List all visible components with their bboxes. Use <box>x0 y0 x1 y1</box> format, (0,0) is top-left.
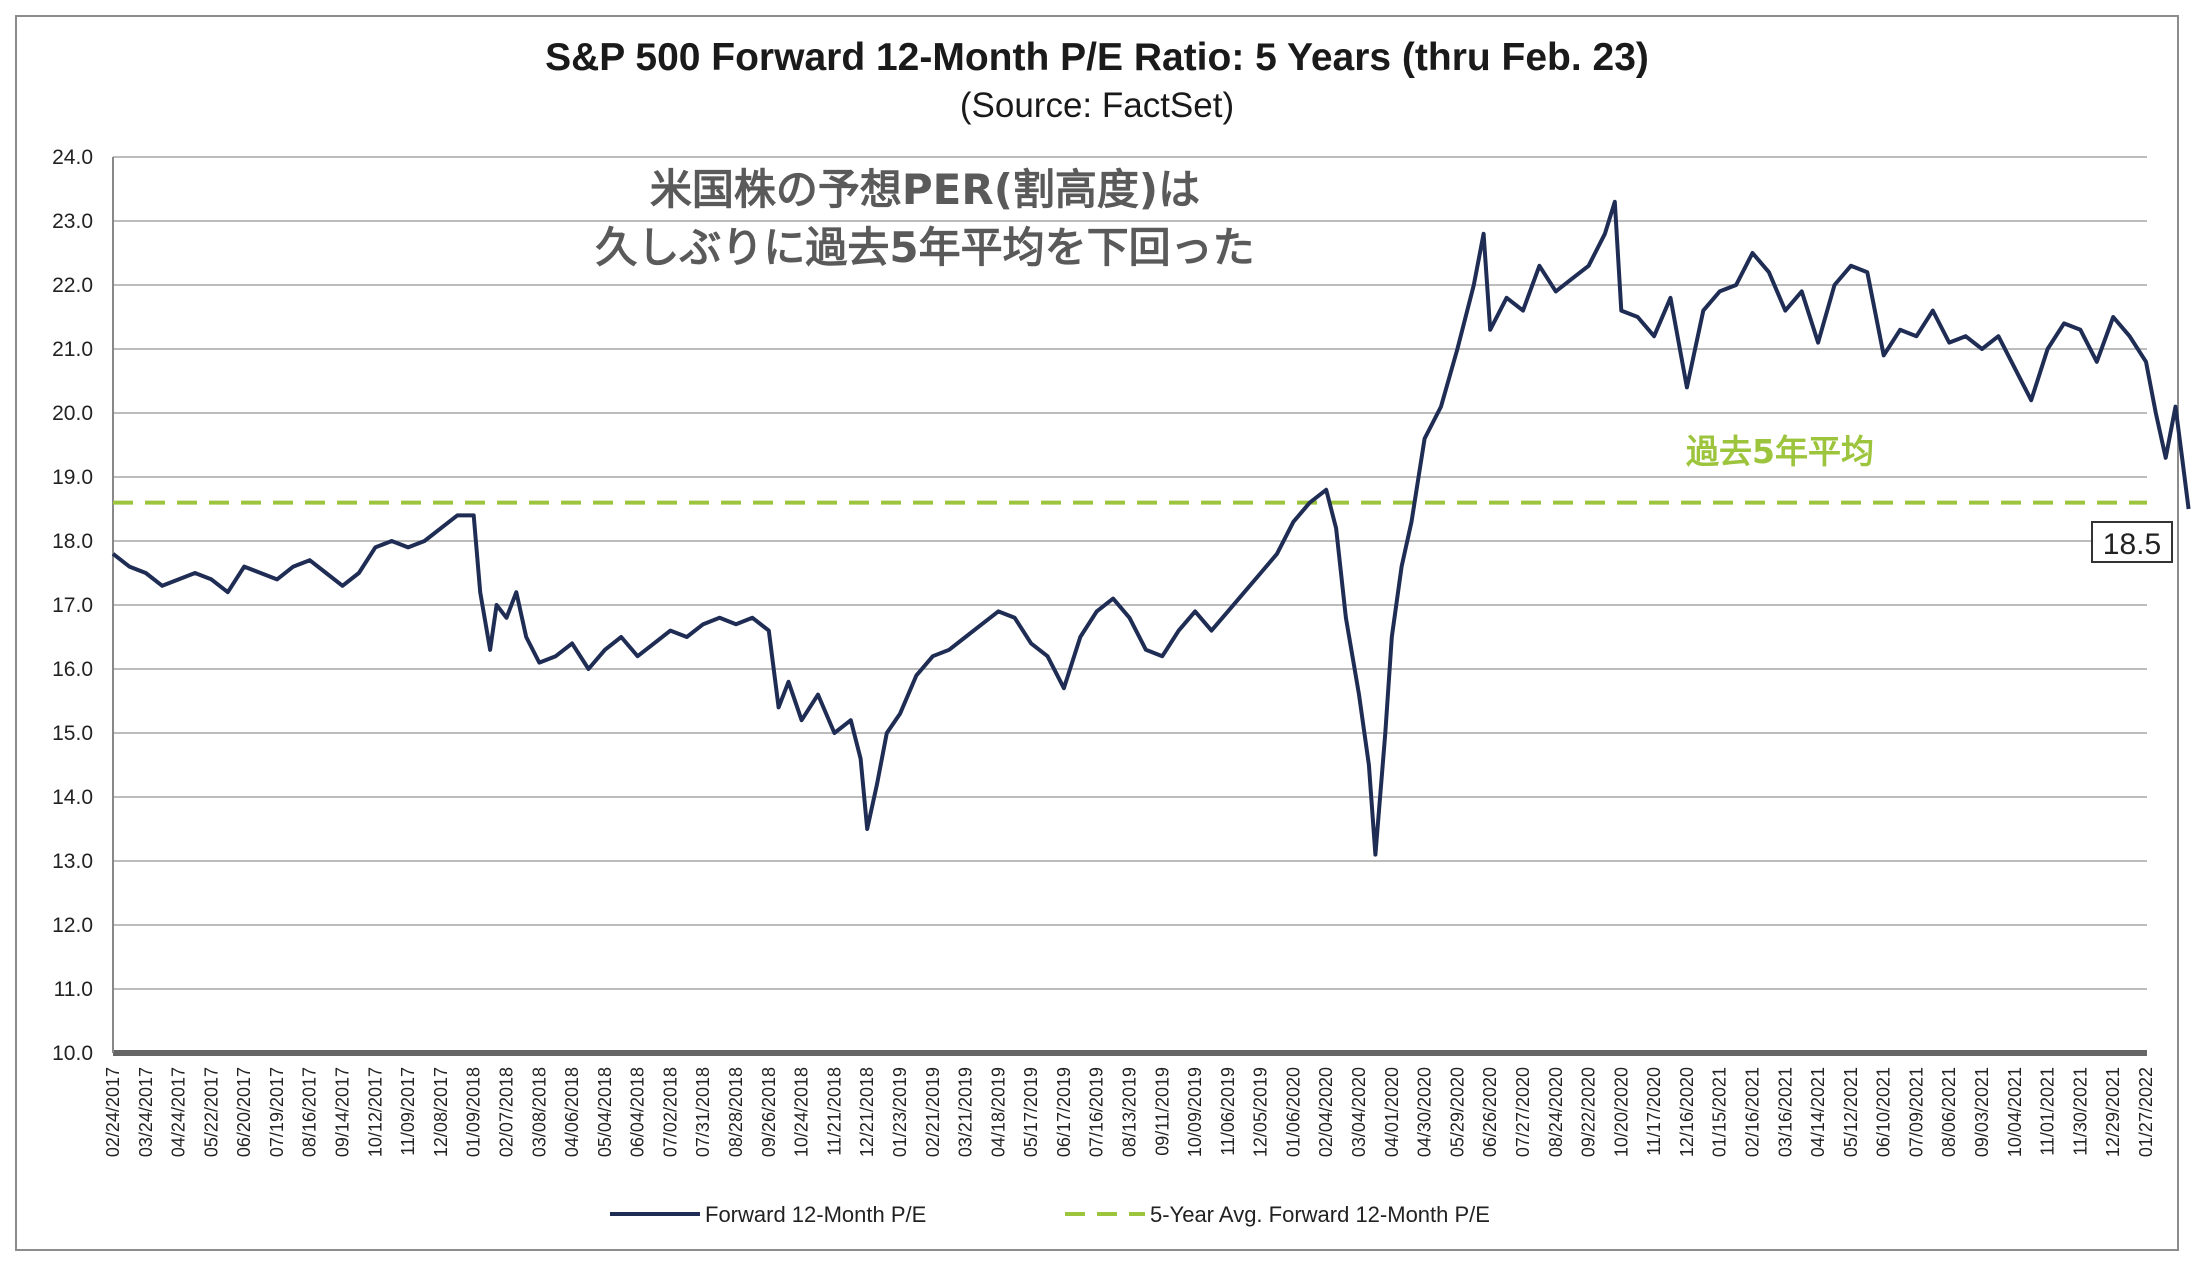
x-tick-label: 07/02/2018 <box>660 1067 680 1157</box>
x-tick-label: 09/03/2021 <box>1972 1067 1992 1157</box>
x-tick-label: 01/06/2020 <box>1283 1067 1303 1157</box>
y-tick-label: 18.0 <box>52 530 93 553</box>
gridlines <box>113 156 2147 1054</box>
x-tick-label: 10/04/2021 <box>2005 1067 2025 1157</box>
x-tick-label: 01/23/2019 <box>890 1067 910 1157</box>
x-tick-label: 06/20/2017 <box>234 1067 254 1157</box>
x-tick-label: 12/08/2017 <box>431 1067 451 1157</box>
x-tick-label: 05/12/2021 <box>1841 1067 1861 1157</box>
x-tick-label: 03/21/2019 <box>956 1067 976 1157</box>
x-tick-label: 03/16/2021 <box>1775 1067 1795 1157</box>
x-tick-label: 03/24/2017 <box>136 1067 156 1157</box>
x-tick-label: 12/29/2021 <box>2103 1067 2123 1157</box>
x-tick-label: 08/06/2021 <box>1939 1067 1959 1157</box>
x-tick-label: 06/10/2021 <box>1874 1067 1894 1157</box>
x-tick-label: 08/24/2020 <box>1546 1067 1566 1157</box>
last-value-label: 18.5 <box>2103 528 2161 561</box>
x-axis: 02/24/2017 03/24/2017 04/24/2017 05/22/2017… <box>103 157 2156 1157</box>
y-tick-label: 13.0 <box>52 850 93 873</box>
y-tick-label: 11.0 <box>54 978 93 1001</box>
x-tick-label: 07/19/2017 <box>267 1067 287 1157</box>
x-tick-label: 11/06/2019 <box>1218 1067 1238 1156</box>
x-tick-label: 03/08/2018 <box>529 1067 549 1157</box>
y-tick-label: 10.0 <box>52 1042 93 1065</box>
x-tick-label: 12/05/2019 <box>1251 1067 1271 1157</box>
y-tick-label: 17.0 <box>52 594 93 617</box>
x-tick-label: 04/30/2020 <box>1415 1067 1435 1157</box>
x-tick-label: 01/09/2018 <box>464 1067 484 1157</box>
x-tick-label: 12/21/2018 <box>857 1067 877 1157</box>
x-tick-label: 06/04/2018 <box>628 1067 648 1157</box>
x-tick-label: 05/29/2020 <box>1447 1067 1467 1157</box>
x-tick-label: 11/01/2021 <box>2038 1067 2058 1156</box>
y-tick-label: 22.0 <box>52 274 93 297</box>
x-tick-label: 04/18/2019 <box>988 1067 1008 1157</box>
forward-pe-series-line <box>111 199 2191 857</box>
annotation-main-line1: 米国株の予想PER(割高度)は <box>650 165 1200 214</box>
x-tick-label: 09/26/2018 <box>759 1067 779 1157</box>
x-tick-label: 11/30/2021 <box>2070 1067 2090 1156</box>
x-tick-label: 07/09/2021 <box>1906 1067 1926 1157</box>
y-tick-label: 16.0 <box>52 658 93 681</box>
x-tick-label: 09/14/2017 <box>333 1067 353 1157</box>
legend: Forward 12-Month P/E 5-Year Avg. Forward… <box>610 1202 1490 1227</box>
x-tick-label: 08/13/2019 <box>1119 1067 1139 1157</box>
legend-label-average: 5-Year Avg. Forward 12-Month P/E <box>1150 1202 1490 1227</box>
x-tick-label: 07/27/2020 <box>1513 1067 1533 1157</box>
y-tick-label: 21.0 <box>52 338 93 361</box>
y-tick-label: 23.0 <box>52 210 93 233</box>
x-tick-label: 12/16/2020 <box>1677 1067 1697 1157</box>
x-tick-label: 10/24/2018 <box>792 1067 812 1157</box>
x-tick-label: 09/22/2020 <box>1579 1067 1599 1157</box>
x-tick-label: 02/16/2021 <box>1743 1067 1763 1157</box>
x-tick-label: 01/27/2022 <box>2136 1067 2156 1157</box>
y-tick-label: 14.0 <box>52 786 93 809</box>
x-tick-label: 10/12/2017 <box>365 1067 385 1157</box>
x-tick-label: 08/16/2017 <box>300 1067 320 1157</box>
y-axis: 24.0 23.0 22.0 21.0 20.0 19.0 18.0 17.0 16.0 15.0… <box>52 146 93 1065</box>
x-tick-label: 02/04/2020 <box>1316 1067 1336 1157</box>
x-tick-label: 02/21/2019 <box>923 1067 943 1157</box>
chart-subtitle: (Source: FactSet) <box>960 86 1234 125</box>
x-tick-label: 11/09/2017 <box>398 1067 418 1156</box>
y-tick-label: 19.0 <box>52 466 93 489</box>
x-tick-label: 04/14/2021 <box>1808 1067 1828 1157</box>
x-tick-label: 11/17/2020 <box>1644 1067 1664 1156</box>
x-tick-label: 05/17/2019 <box>1021 1067 1041 1157</box>
y-tick-label: 24.0 <box>52 146 93 169</box>
x-tick-label: 04/06/2018 <box>562 1067 582 1157</box>
x-tick-label: 09/11/2019 <box>1152 1067 1172 1156</box>
x-tick-label: 08/28/2018 <box>726 1067 746 1157</box>
x-tick-label: 02/24/2017 <box>103 1067 123 1157</box>
x-tick-label: 02/07/2018 <box>496 1067 516 1157</box>
annotation-main-line2: 久しぶりに過去5年平均を下回った <box>595 223 1254 272</box>
y-tick-label: 15.0 <box>52 722 93 745</box>
x-tick-label: 11/21/2018 <box>824 1067 844 1156</box>
x-tick-label: 05/04/2018 <box>595 1067 615 1157</box>
chart-title: S&P 500 Forward 12-Month P/E Ratio: 5 Ye… <box>545 36 1649 79</box>
x-tick-label: 04/01/2020 <box>1382 1067 1402 1157</box>
x-tick-label: 06/26/2020 <box>1480 1067 1500 1157</box>
x-tick-label: 04/24/2017 <box>169 1067 189 1157</box>
x-tick-label: 05/22/2017 <box>201 1067 221 1157</box>
x-tick-label: 06/17/2019 <box>1054 1067 1074 1157</box>
legend-label-pe: Forward 12-Month P/E <box>705 1202 926 1227</box>
x-tick-label: 07/16/2019 <box>1087 1067 1107 1157</box>
x-tick-label: 10/09/2019 <box>1185 1067 1205 1157</box>
last-value-box <box>2091 521 2173 563</box>
x-tick-label: 10/20/2020 <box>1611 1067 1631 1157</box>
y-tick-label: 20.0 <box>52 402 93 425</box>
annotation-average-label: 過去5年平均 <box>1686 432 1874 471</box>
y-tick-label: 12.0 <box>52 914 93 937</box>
x-tick-label: 01/15/2021 <box>1710 1067 1730 1157</box>
x-tick-label: 03/04/2020 <box>1349 1067 1369 1157</box>
x-tick-label: 07/31/2018 <box>693 1067 713 1157</box>
